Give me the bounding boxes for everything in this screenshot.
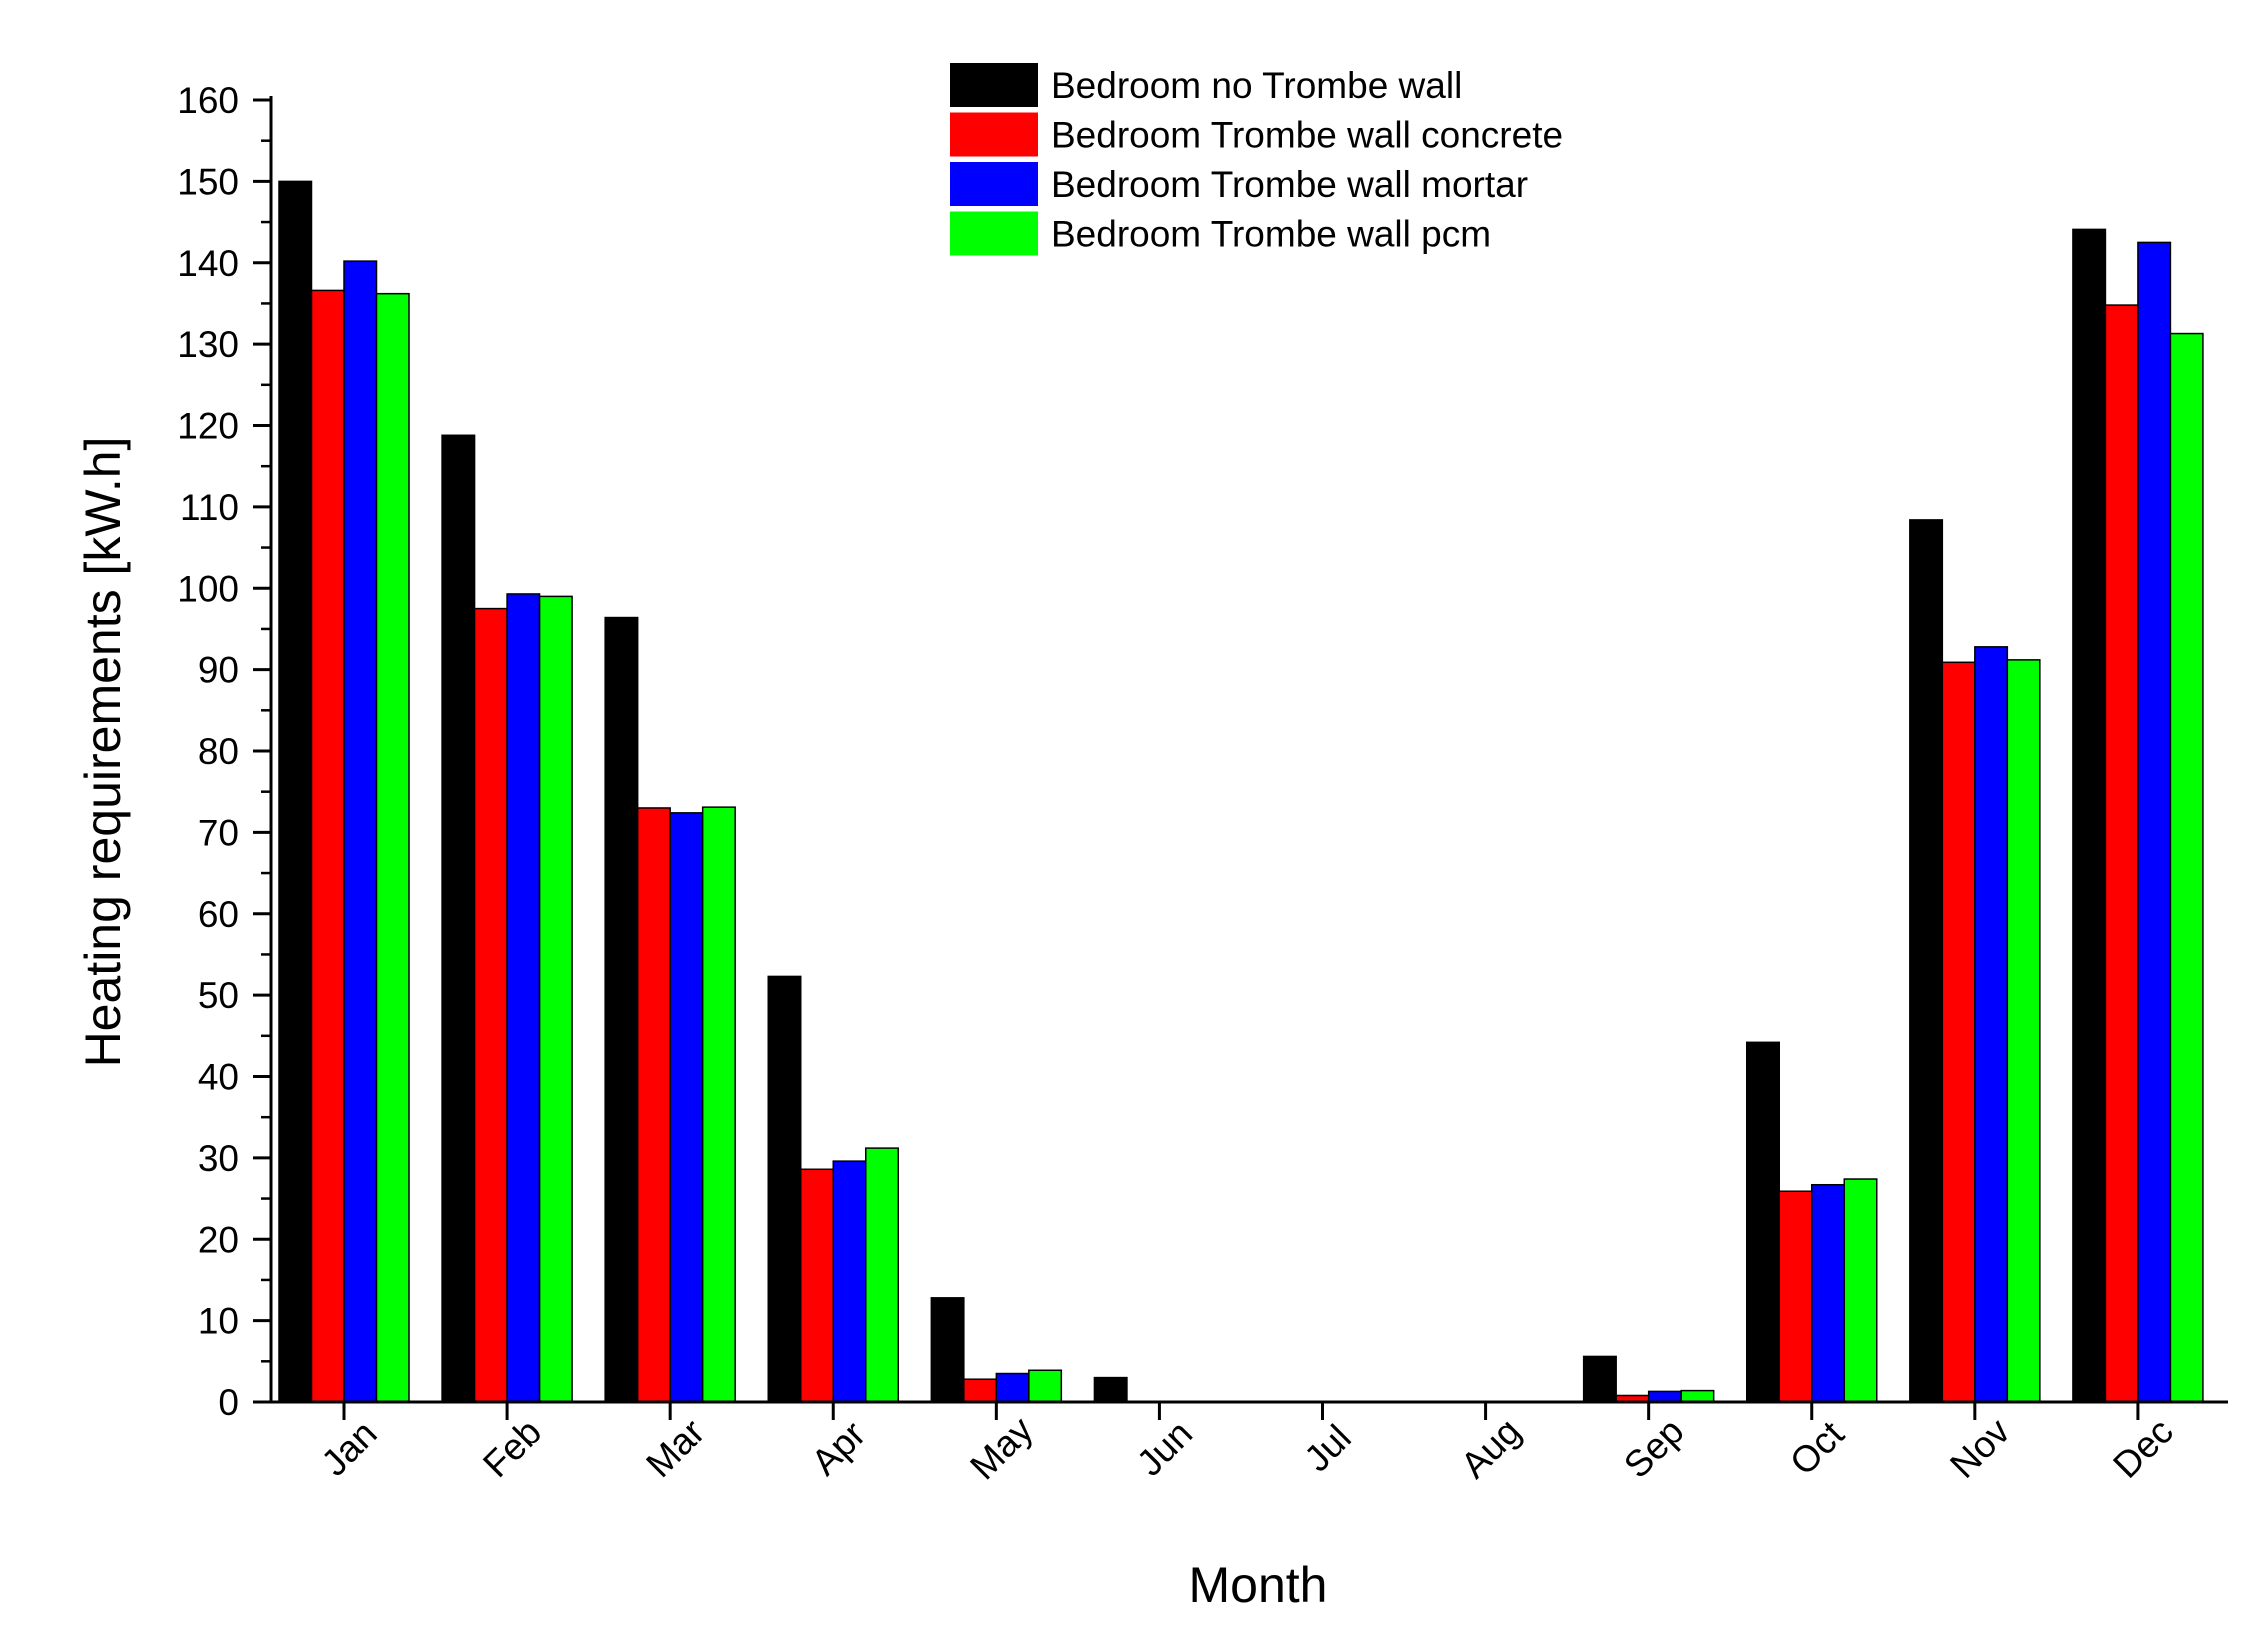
bar-nov-series-1 xyxy=(1909,519,1944,1403)
legend-label-2: Bedroom Trombe wall concrete xyxy=(1051,115,1563,156)
bar-dec-series-4 xyxy=(2169,332,2204,1403)
bar-oct-series-2 xyxy=(1778,1190,1813,1403)
bar-may-series-4 xyxy=(1028,1369,1063,1403)
y-tick-label: 110 xyxy=(180,487,239,528)
bar-sep-series-1 xyxy=(1582,1355,1617,1403)
bar-oct-series-1 xyxy=(1746,1041,1780,1403)
legend-swatch-2 xyxy=(950,112,1038,157)
bar-nov-series-2 xyxy=(1941,661,1976,1403)
y-tick-label: 150 xyxy=(177,161,239,202)
bar-oct-series-4 xyxy=(1843,1178,1878,1403)
bar-mar-series-1 xyxy=(604,616,639,1403)
y-tick-label: 100 xyxy=(177,568,239,609)
bar-jan-series-1 xyxy=(278,180,313,1403)
legend-label-1: Bedroom no Trombe wall xyxy=(1051,65,1462,106)
bar-mar-series-4 xyxy=(701,806,736,1403)
bar-may-series-3 xyxy=(995,1372,1030,1403)
bar-sep-series-3 xyxy=(1647,1390,1682,1403)
y-tick-label: 130 xyxy=(177,324,239,365)
legend-swatch-1 xyxy=(950,63,1038,107)
y-axis-title: Heating requirements [kW.h] xyxy=(75,437,131,1068)
bars xyxy=(278,180,2204,1403)
bar-apr-series-4 xyxy=(865,1147,899,1403)
y-tick-label: 40 xyxy=(198,1057,239,1098)
bar-jun-series-1 xyxy=(1093,1376,1128,1403)
bar-dec-series-2 xyxy=(2104,304,2139,1403)
y-tick-label: 0 xyxy=(218,1382,239,1423)
bar-sep-series-4 xyxy=(1680,1389,1715,1403)
bar-apr-series-2 xyxy=(800,1168,834,1403)
bar-oct-series-3 xyxy=(1811,1183,1845,1403)
y-tick-label: 160 xyxy=(177,80,239,121)
bar-apr-series-3 xyxy=(832,1160,867,1403)
bar-feb-series-2 xyxy=(473,607,508,1403)
y-tick-label: 80 xyxy=(198,731,239,772)
y-tick-label: 70 xyxy=(198,812,239,853)
bar-dec-series-1 xyxy=(2072,228,2107,1403)
legend-label-4: Bedroom Trombe wall pcm xyxy=(1051,214,1491,255)
y-tick-label: 140 xyxy=(177,243,239,284)
legend: Bedroom no Trombe wall Bedroom Trombe wal… xyxy=(950,63,1563,256)
bar-feb-series-4 xyxy=(538,595,573,1403)
y-tick-label: 10 xyxy=(198,1301,239,1342)
bar-dec-series-3 xyxy=(2137,241,2172,1403)
legend-swatch-4 xyxy=(950,211,1038,256)
y-tick-label: 60 xyxy=(198,894,239,935)
x-axis-title: Month xyxy=(1189,1557,1328,1613)
bar-feb-series-1 xyxy=(441,434,476,1403)
legend-label-3: Bedroom Trombe wall mortar xyxy=(1051,164,1528,205)
y-tick-label: 30 xyxy=(198,1138,239,1179)
bar-nov-series-4 xyxy=(2006,659,2041,1403)
bar-feb-series-3 xyxy=(506,593,541,1403)
y-tick-label: 50 xyxy=(198,975,239,1016)
bar-apr-series-1 xyxy=(767,975,802,1403)
bar-may-series-1 xyxy=(930,1297,965,1403)
y-tick-label: 20 xyxy=(198,1219,239,1260)
bar-mar-series-2 xyxy=(636,807,671,1403)
bar-may-series-2 xyxy=(963,1378,998,1403)
legend-swatch-3 xyxy=(950,162,1038,206)
bar-jan-series-4 xyxy=(375,292,410,1403)
y-tick-label: 90 xyxy=(198,650,239,691)
bar-mar-series-3 xyxy=(669,812,704,1403)
bar-jan-series-2 xyxy=(310,289,345,1403)
bar-jan-series-3 xyxy=(343,260,378,1403)
y-tick-label: 120 xyxy=(177,406,239,447)
bar-nov-series-3 xyxy=(1974,646,2009,1403)
